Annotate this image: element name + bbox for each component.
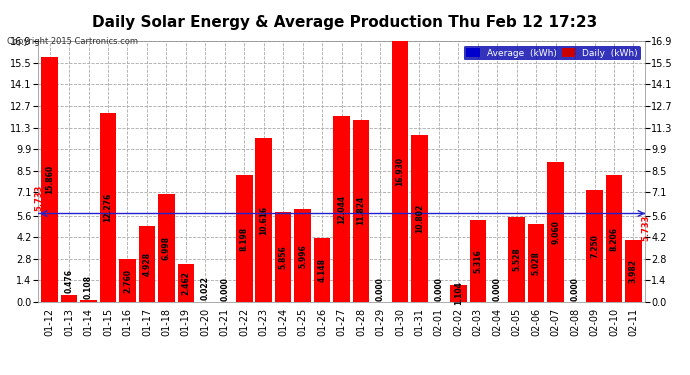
- Bar: [528, 224, 544, 302]
- Bar: [547, 162, 564, 302]
- Text: 5.028: 5.028: [532, 251, 541, 275]
- Bar: [275, 211, 291, 302]
- Bar: [411, 135, 428, 302]
- Text: 5.733: 5.733: [642, 215, 651, 242]
- Text: 2.760: 2.760: [123, 268, 132, 292]
- Bar: [586, 190, 603, 302]
- Bar: [625, 240, 642, 302]
- Text: 0.000: 0.000: [493, 277, 502, 301]
- Text: 7.250: 7.250: [590, 234, 599, 258]
- Text: 3.982: 3.982: [629, 259, 638, 283]
- Legend: Average  (kWh), Daily  (kWh): Average (kWh), Daily (kWh): [464, 46, 640, 60]
- Bar: [41, 57, 58, 302]
- Bar: [509, 217, 525, 302]
- Text: 1.104: 1.104: [454, 281, 463, 305]
- Text: 5.528: 5.528: [512, 248, 521, 271]
- Bar: [450, 285, 466, 302]
- Text: Daily Solar Energy & Average Production Thu Feb 12 17:23: Daily Solar Energy & Average Production …: [92, 15, 598, 30]
- Text: 0.000: 0.000: [571, 277, 580, 301]
- Text: 4.928: 4.928: [142, 252, 151, 276]
- Text: 11.824: 11.824: [357, 196, 366, 225]
- Bar: [119, 259, 136, 302]
- Bar: [392, 41, 408, 302]
- Bar: [469, 220, 486, 302]
- Text: 5.996: 5.996: [298, 244, 307, 267]
- Bar: [236, 176, 253, 302]
- Text: 12.044: 12.044: [337, 195, 346, 224]
- Text: 4.148: 4.148: [317, 258, 326, 282]
- Bar: [158, 194, 175, 302]
- Text: 8.198: 8.198: [239, 226, 248, 251]
- Bar: [100, 112, 117, 302]
- Bar: [606, 176, 622, 302]
- Bar: [314, 238, 331, 302]
- Bar: [61, 294, 77, 302]
- Text: 8.206: 8.206: [609, 226, 618, 251]
- Text: 12.276: 12.276: [104, 193, 112, 222]
- Text: 16.930: 16.930: [395, 157, 404, 186]
- Bar: [177, 264, 194, 302]
- Text: Copyright 2015 Cartronics.com: Copyright 2015 Cartronics.com: [7, 38, 138, 46]
- Text: 6.998: 6.998: [162, 236, 171, 260]
- Text: 9.060: 9.060: [551, 220, 560, 244]
- Text: 0.022: 0.022: [201, 276, 210, 300]
- Bar: [255, 138, 272, 302]
- Bar: [139, 226, 155, 302]
- Text: 10.616: 10.616: [259, 206, 268, 235]
- Text: 5.856: 5.856: [279, 245, 288, 268]
- Bar: [353, 120, 369, 302]
- Bar: [333, 116, 350, 302]
- Text: 0.000: 0.000: [435, 277, 444, 301]
- Text: 5.733: 5.733: [34, 185, 43, 211]
- Text: 15.860: 15.860: [45, 165, 54, 194]
- Text: 0.108: 0.108: [84, 274, 93, 298]
- Text: 0.476: 0.476: [65, 269, 74, 293]
- Text: 0.000: 0.000: [220, 277, 229, 301]
- Text: 10.802: 10.802: [415, 204, 424, 233]
- Text: 5.316: 5.316: [473, 249, 482, 273]
- Bar: [80, 300, 97, 302]
- Bar: [295, 209, 311, 302]
- Text: 2.462: 2.462: [181, 271, 190, 295]
- Text: 0.000: 0.000: [376, 277, 385, 301]
